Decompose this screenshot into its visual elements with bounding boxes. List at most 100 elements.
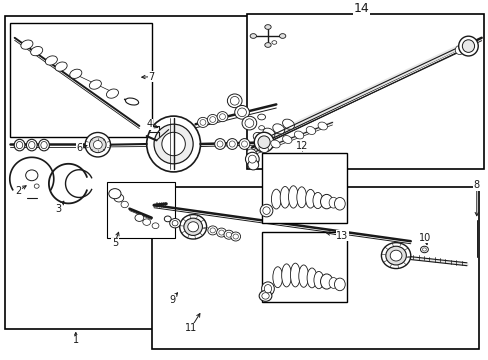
Bar: [151, 187, 478, 349]
Text: 5: 5: [112, 238, 118, 248]
Text: 2: 2: [16, 186, 21, 196]
Ellipse shape: [261, 282, 274, 296]
Text: 3: 3: [56, 204, 61, 214]
Ellipse shape: [259, 145, 268, 152]
Ellipse shape: [14, 139, 25, 151]
Ellipse shape: [282, 136, 291, 143]
Ellipse shape: [146, 116, 200, 172]
Ellipse shape: [458, 44, 467, 53]
Ellipse shape: [85, 132, 110, 157]
Ellipse shape: [305, 127, 315, 134]
Ellipse shape: [226, 139, 237, 149]
Ellipse shape: [89, 80, 101, 89]
Ellipse shape: [296, 187, 306, 208]
Ellipse shape: [237, 108, 246, 117]
Ellipse shape: [135, 214, 143, 221]
Ellipse shape: [381, 243, 410, 269]
Ellipse shape: [164, 216, 171, 222]
Ellipse shape: [245, 152, 259, 166]
Ellipse shape: [262, 293, 269, 299]
Ellipse shape: [234, 105, 249, 119]
Ellipse shape: [229, 141, 235, 147]
Text: 12: 12: [295, 141, 307, 151]
Ellipse shape: [227, 94, 242, 108]
Ellipse shape: [21, 40, 33, 49]
Ellipse shape: [279, 34, 285, 38]
Ellipse shape: [217, 112, 227, 122]
Ellipse shape: [264, 43, 270, 47]
Ellipse shape: [458, 36, 477, 56]
Ellipse shape: [31, 46, 42, 56]
Ellipse shape: [70, 69, 81, 78]
Ellipse shape: [207, 226, 217, 235]
Ellipse shape: [216, 228, 226, 237]
Ellipse shape: [26, 139, 37, 151]
Ellipse shape: [298, 265, 308, 287]
Ellipse shape: [244, 119, 253, 127]
Ellipse shape: [320, 194, 332, 209]
Ellipse shape: [224, 230, 233, 239]
Text: 14: 14: [353, 3, 369, 15]
Ellipse shape: [93, 140, 102, 149]
Bar: [261, 232, 346, 302]
Ellipse shape: [312, 192, 322, 209]
Ellipse shape: [389, 250, 401, 261]
Ellipse shape: [230, 96, 239, 105]
Ellipse shape: [334, 278, 345, 291]
Ellipse shape: [290, 263, 300, 287]
Text: 13: 13: [335, 231, 348, 241]
Ellipse shape: [89, 137, 106, 153]
Ellipse shape: [187, 222, 198, 232]
Ellipse shape: [28, 141, 35, 149]
Ellipse shape: [217, 141, 223, 147]
Ellipse shape: [280, 186, 289, 208]
Ellipse shape: [254, 132, 273, 152]
Text: 1: 1: [73, 335, 79, 345]
Ellipse shape: [55, 62, 67, 71]
Ellipse shape: [328, 197, 337, 208]
Ellipse shape: [271, 189, 281, 209]
Ellipse shape: [209, 117, 215, 122]
Ellipse shape: [454, 46, 463, 55]
Ellipse shape: [272, 267, 282, 288]
Text: 9: 9: [169, 294, 175, 305]
Ellipse shape: [183, 218, 202, 235]
Ellipse shape: [271, 41, 276, 44]
Ellipse shape: [39, 139, 49, 151]
Ellipse shape: [334, 197, 345, 210]
Ellipse shape: [108, 189, 121, 199]
Ellipse shape: [263, 207, 270, 214]
Bar: [106, 182, 175, 238]
Ellipse shape: [41, 141, 47, 149]
Ellipse shape: [282, 119, 294, 129]
Ellipse shape: [461, 40, 473, 52]
Ellipse shape: [200, 120, 205, 125]
Ellipse shape: [385, 246, 406, 265]
Ellipse shape: [270, 140, 280, 148]
Ellipse shape: [288, 186, 298, 208]
Ellipse shape: [239, 139, 249, 149]
Ellipse shape: [241, 141, 247, 147]
Ellipse shape: [272, 124, 284, 134]
Ellipse shape: [317, 122, 327, 130]
Ellipse shape: [219, 114, 225, 120]
Ellipse shape: [264, 284, 271, 293]
Ellipse shape: [207, 114, 218, 125]
Ellipse shape: [230, 232, 240, 241]
Ellipse shape: [106, 89, 118, 98]
Ellipse shape: [249, 34, 256, 38]
Ellipse shape: [264, 24, 270, 29]
Ellipse shape: [17, 141, 22, 149]
Ellipse shape: [169, 219, 180, 228]
Ellipse shape: [260, 204, 272, 217]
Ellipse shape: [214, 139, 225, 149]
Ellipse shape: [313, 271, 323, 289]
Ellipse shape: [172, 220, 178, 226]
Ellipse shape: [281, 264, 291, 287]
Ellipse shape: [197, 117, 208, 127]
Bar: [10, 23, 151, 137]
Ellipse shape: [114, 194, 123, 202]
Ellipse shape: [121, 201, 128, 208]
Ellipse shape: [328, 278, 337, 288]
Ellipse shape: [125, 98, 139, 105]
